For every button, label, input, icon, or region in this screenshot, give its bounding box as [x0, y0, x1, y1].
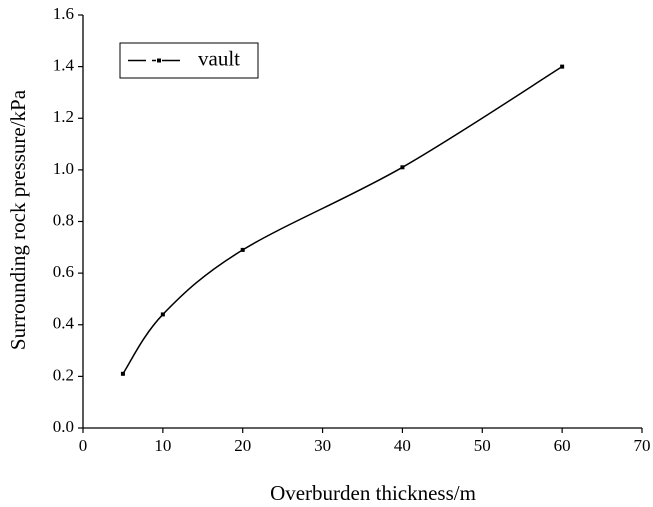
y-tick-label: 1.4: [53, 56, 75, 75]
data-point: [400, 165, 405, 170]
legend-label: vault: [198, 46, 240, 70]
y-tick-label: 0.0: [53, 417, 74, 436]
x-tick-label: 70: [634, 436, 651, 455]
data-point: [560, 64, 565, 69]
y-tick-label: 0.8: [53, 210, 74, 229]
y-tick-label: 1.0: [53, 159, 74, 178]
y-axis-title: Surrounding rock pressure/kPa: [6, 89, 30, 350]
x-tick-label: 60: [554, 436, 571, 455]
x-tick-label: 30: [314, 436, 331, 455]
x-tick-label: 20: [234, 436, 251, 455]
y-tick-label: 1.6: [53, 4, 74, 23]
data-point: [160, 312, 165, 317]
y-tick-label: 0.2: [53, 365, 74, 384]
legend-marker: [157, 58, 161, 63]
x-tick-label: 10: [154, 436, 171, 455]
y-tick-label: 0.6: [53, 262, 74, 281]
x-tick-label: 50: [474, 436, 491, 455]
data-point: [240, 247, 245, 252]
series-line: [122, 65, 563, 375]
x-axis-title: Overburden thickness/m: [270, 481, 476, 505]
x-tick-label: 0: [79, 436, 88, 455]
data-point: [120, 371, 125, 376]
x-tick-label: 40: [394, 436, 411, 455]
y-tick-label: 0.4: [53, 314, 75, 333]
y-tick-label: 1.2: [53, 107, 74, 126]
